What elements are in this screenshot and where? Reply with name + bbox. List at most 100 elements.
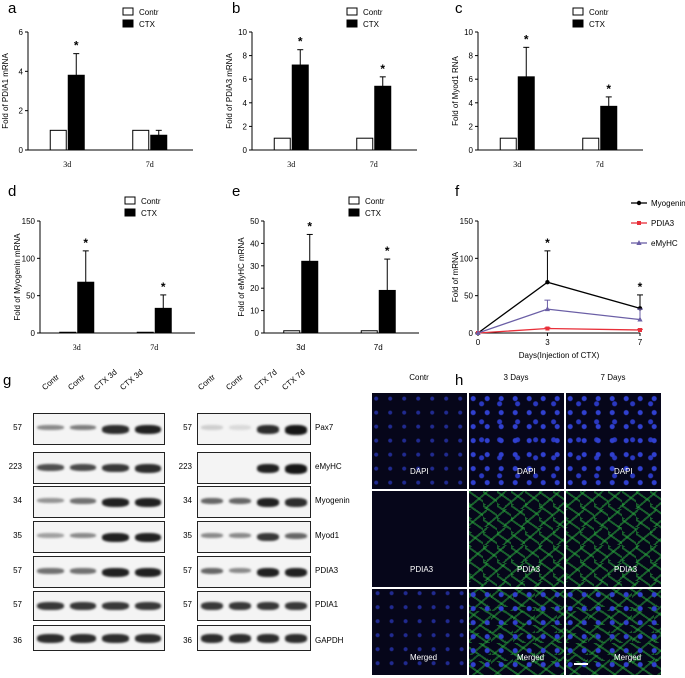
- blot-band: [69, 498, 96, 504]
- significance-star: *: [74, 39, 79, 53]
- blot-band: [201, 425, 223, 430]
- legend-label-contr: Contr: [589, 8, 609, 17]
- y-tick-label: 2: [19, 107, 24, 116]
- y-tick-label: 10: [250, 307, 259, 316]
- blot-band: [102, 568, 129, 577]
- y-tick-label: 50: [26, 292, 35, 301]
- blot-band: [69, 634, 96, 643]
- legend-swatch-contr: [348, 196, 360, 205]
- y-tick-label: 4: [243, 99, 248, 108]
- legend-label-contr: Contr: [363, 8, 383, 17]
- bar-contr-7d: [582, 137, 600, 151]
- legend-swatch-ctx: [572, 19, 584, 28]
- blot-band: [102, 498, 129, 507]
- legend-swatch-ctx: [124, 208, 136, 217]
- bar-ctx-3d: [77, 281, 95, 334]
- blot-band: [102, 425, 129, 434]
- y-tick-label: 4: [19, 67, 24, 76]
- bar-ctx-7d: [378, 289, 396, 334]
- legend-swatch-contr: [124, 196, 136, 205]
- lane-label: Contr: [40, 372, 61, 392]
- bar-ctx-3d: [517, 76, 535, 151]
- x-tick-label: 7d: [596, 160, 604, 169]
- kda-marker: 34: [183, 496, 192, 505]
- legend-label-ctx: CTX: [139, 20, 156, 29]
- blot-band: [285, 602, 307, 610]
- y-tick-label: 0: [469, 329, 474, 338]
- micro-tile: [566, 589, 661, 675]
- panel-letter-a: a: [8, 0, 17, 17]
- lane-label: CTX 7d: [280, 367, 307, 392]
- blot-band: [37, 634, 64, 643]
- protein-label: PDIA3: [315, 566, 339, 575]
- kda-marker: 36: [13, 636, 22, 645]
- y-axis-label: Fold of Myogenin mRNA: [13, 233, 22, 321]
- blot-strip: [33, 413, 165, 445]
- blot-band: [201, 634, 223, 643]
- blot-strip: [197, 452, 311, 484]
- blot-strip: [197, 556, 311, 588]
- bar-contr-3d: [49, 129, 67, 151]
- data-point-pdia3: [638, 328, 642, 333]
- bar-ctx-7d: [154, 307, 172, 334]
- blot-band: [37, 425, 64, 430]
- micro-tile: [566, 491, 661, 587]
- blot-band: [257, 498, 279, 507]
- y-axis-label: Fold of Myod1 RNA: [451, 55, 460, 125]
- bar-chart-pdia3: 0 2 4 6 8 10 Fold of PDIA3 mRNA * 3d * 7d Contr CTX: [225, 7, 417, 169]
- blot-band: [201, 602, 223, 610]
- significance-star: *: [385, 244, 390, 258]
- data-point-emyhc: [637, 316, 643, 322]
- blot-strip: [33, 591, 165, 621]
- panel-letter-d: d: [8, 183, 17, 200]
- micro-tile: [566, 393, 661, 489]
- micro-tile: [469, 589, 564, 675]
- data-point-myogenin: [545, 280, 550, 285]
- blot-band: [285, 568, 307, 577]
- legend-swatch-ctx: [348, 208, 360, 217]
- stain-label: PDIA3: [517, 565, 541, 574]
- x-tick-label: 3d: [287, 160, 295, 169]
- micro-column-header: 3 Days: [503, 373, 529, 382]
- significance-star: *: [161, 280, 166, 294]
- y-tick-label: 40: [250, 239, 259, 248]
- legend-label-ctx: CTX: [365, 209, 382, 218]
- legend-label-ctx: CTX: [589, 20, 606, 29]
- legend-label-ctx: CTX: [363, 20, 380, 29]
- bar-contr-7d: [136, 331, 154, 334]
- blot-band: [201, 568, 223, 574]
- stain-label: DAPI: [410, 467, 429, 476]
- blot-band: [201, 533, 223, 538]
- x-tick-label: 7: [638, 338, 643, 347]
- blot-band: [134, 533, 161, 542]
- kda-marker: 35: [183, 531, 192, 540]
- y-axis-label: Fold of eMyHC mRNA: [237, 237, 246, 317]
- blot-band: [37, 568, 64, 574]
- bar-chart-myod1: 0 2 4 6 8 10 Fold of Myod1 RNA * 3d * 7d Contr CTX: [451, 7, 643, 169]
- bar-contr-7d: [356, 137, 374, 151]
- stain-label: DAPI: [517, 467, 536, 476]
- y-tick-label: 0: [243, 146, 248, 155]
- blot-band: [257, 568, 279, 577]
- y-axis-label: Fold of PDIA3 mRNA: [225, 53, 234, 129]
- bar-ctx-7d: [374, 85, 392, 151]
- blot-strip: [197, 521, 311, 553]
- x-tick-label: 7d: [150, 343, 158, 352]
- significance-star: *: [298, 35, 303, 49]
- legend-label-contr: Contr: [365, 197, 385, 206]
- western-blot-7d: Contr Contr CTX 7d CTX 7d 57 Pax7 223 eMyHC 34 My…: [170, 368, 375, 670]
- blot-band: [134, 602, 161, 610]
- legend-swatch-ctx: [122, 19, 134, 28]
- blot-band: [285, 634, 307, 643]
- bar-ctx-3d: [291, 64, 309, 151]
- blot-band: [69, 425, 96, 430]
- y-tick-label: 6: [19, 28, 24, 37]
- y-tick-label: 150: [22, 217, 36, 226]
- series-line-pdia3: [477, 327, 641, 334]
- bar-ctx-3d: [67, 74, 85, 151]
- line-chart-time-course: 0 50 100 150 Fold of mRNA 0 3 7 Days(Injection o…: [451, 199, 685, 360]
- x-tick-label: 3d: [73, 343, 81, 352]
- protein-label: GAPDH: [315, 636, 344, 645]
- legend-label-pdia3: PDIA3: [651, 219, 675, 228]
